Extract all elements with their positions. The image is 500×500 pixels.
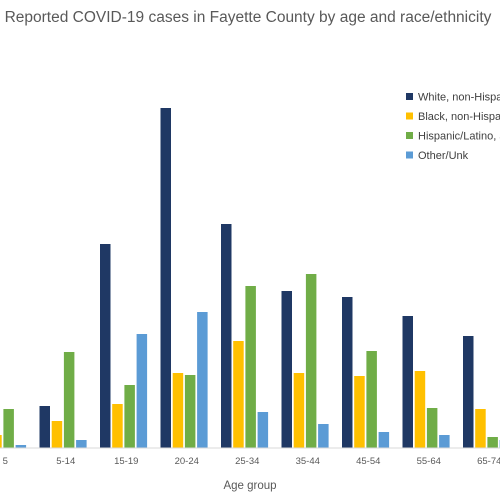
legend-label: Black, non-Hispan bbox=[418, 111, 500, 123]
bar-hispanic-latino-any-race-20-24 bbox=[184, 375, 196, 448]
x-tick-label: 45-54 bbox=[356, 456, 380, 467]
bar-other-unk-20-24 bbox=[197, 312, 208, 448]
bar-hispanic-latino-any-race-45-54 bbox=[366, 351, 377, 448]
bar-white-non-hispanic-5-14 bbox=[39, 406, 50, 448]
bar-hispanic-latino-any-race-35-44 bbox=[305, 274, 317, 448]
x-tick-label: 5 bbox=[3, 456, 8, 467]
bar-white-non-hispanic-15-19 bbox=[100, 244, 111, 448]
bar-other-unk-5-14 bbox=[76, 440, 87, 448]
x-tick-label: 35-44 bbox=[296, 456, 320, 467]
bar-hispanic-latino-any-race-65-74 bbox=[487, 437, 498, 448]
bar-other-unk--5 bbox=[15, 445, 27, 448]
bar-black-non-hispanic-45-54 bbox=[354, 376, 365, 448]
legend-swatch bbox=[406, 151, 413, 159]
x-tick-labels: 5 5-14 15-19 20-24 25-34 35-44 45-54 55-64 65-74 bbox=[3, 456, 500, 467]
bar-hispanic-latino-any-race-55-64 bbox=[426, 408, 438, 448]
bar-other-unk-25-34 bbox=[257, 412, 269, 448]
x-axis-title: Age group bbox=[223, 480, 276, 492]
bar-other-unk-55-64 bbox=[439, 435, 450, 448]
bar-black-non-hispanic-15-19 bbox=[112, 404, 123, 448]
legend-swatch bbox=[406, 132, 413, 139]
legend-label: Other/Unk bbox=[418, 150, 469, 162]
x-tick-label: 20-24 bbox=[175, 456, 199, 467]
x-tick-label: 15-19 bbox=[114, 456, 138, 467]
x-tick-label: 55-64 bbox=[417, 456, 441, 467]
x-tick-label: 25-34 bbox=[235, 456, 259, 467]
x-tick-label: 5-14 bbox=[56, 456, 75, 467]
bar-white-non-hispanic-65-74 bbox=[463, 336, 474, 448]
bar-other-unk-15-19 bbox=[136, 334, 148, 448]
bar-black-non-hispanic-20-24 bbox=[172, 373, 184, 448]
bar-hispanic-latino-any-race-25-34 bbox=[245, 286, 256, 448]
chart-title: Reported COVID-19 cases in Fayette Count… bbox=[5, 9, 492, 26]
bar-black-non-hispanic-35-44 bbox=[293, 373, 305, 448]
bar-white-non-hispanic-55-64 bbox=[402, 316, 413, 448]
bar-other-unk-45-54 bbox=[378, 432, 390, 448]
bar-black-non-hispanic-55-64 bbox=[414, 371, 426, 448]
bar-hispanic-latino-any-race-15-19 bbox=[124, 385, 135, 448]
bar-other-unk-35-44 bbox=[318, 424, 329, 448]
x-tick-label: 65-74 bbox=[477, 456, 500, 467]
bar-black-non-hispanic--5 bbox=[0, 435, 2, 448]
legend-label: White, non-Hispa bbox=[418, 92, 500, 104]
bar-hispanic-latino-any-race--5 bbox=[3, 409, 14, 448]
legend: White, non-Hispa Black, non-Hispan Hispani… bbox=[406, 92, 500, 162]
legend-label: Hispanic/Latino, a bbox=[418, 131, 500, 143]
bar-white-non-hispanic-45-54 bbox=[342, 297, 353, 448]
bar-white-non-hispanic-20-24 bbox=[160, 108, 171, 448]
bar-black-non-hispanic-25-34 bbox=[233, 341, 244, 448]
bar-black-non-hispanic-65-74 bbox=[475, 409, 486, 448]
legend-swatch bbox=[406, 93, 413, 100]
bar-hispanic-latino-any-race-5-14 bbox=[63, 352, 75, 448]
legend-swatch bbox=[406, 112, 413, 120]
bar-group bbox=[0, 108, 500, 448]
bar-white-non-hispanic-25-34 bbox=[221, 224, 232, 448]
bar-white-non-hispanic-35-44 bbox=[281, 291, 292, 448]
bar-black-non-hispanic-5-14 bbox=[51, 421, 63, 448]
